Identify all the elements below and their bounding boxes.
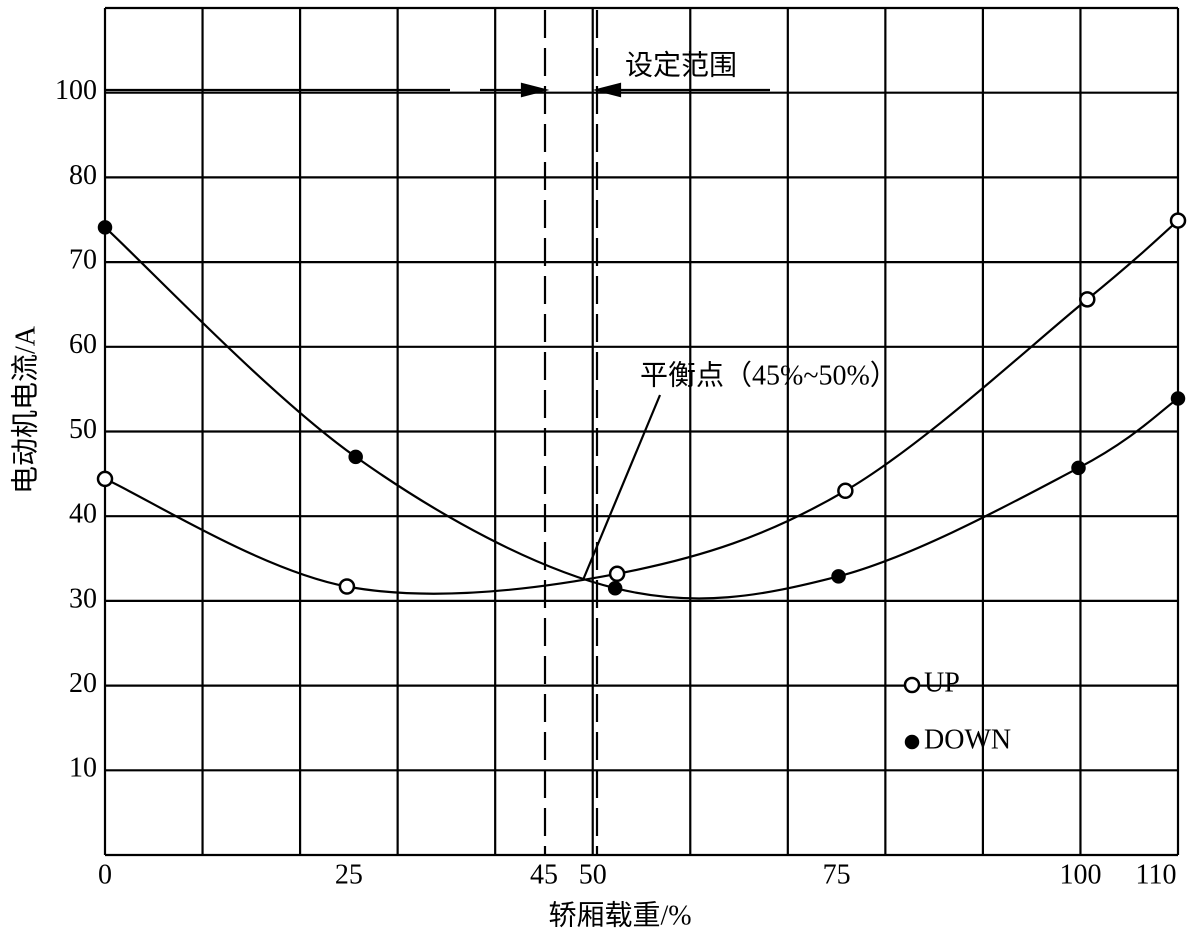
y-axis-label: 电动机电流/A [9, 325, 41, 494]
y-tick-label: 30 [69, 583, 97, 614]
y-tick-label: 50 [69, 414, 97, 445]
y-tick-label: 10 [69, 753, 97, 784]
y-tick-label: 20 [69, 668, 97, 699]
legend-label: DOWN [924, 724, 1011, 755]
data-point [1170, 391, 1186, 406]
x-axis-label: 轿厢载重/% [548, 899, 691, 931]
annotation: 设定范围 [625, 49, 737, 81]
data-point [338, 578, 356, 595]
y-tick-label: 40 [69, 499, 97, 530]
data-point [1169, 212, 1187, 229]
data-point [607, 580, 623, 596]
data-point [96, 470, 114, 488]
series-line [104, 219, 1179, 595]
y-tick-label: 80 [69, 160, 97, 191]
data-point [97, 220, 113, 235]
x-tick-label: 110 [1136, 859, 1177, 890]
annotation: 平衡点（45%~50%） [640, 359, 898, 391]
y-tick-label: 60 [69, 329, 97, 360]
x-tick-label: 45 [530, 859, 558, 890]
data-point [608, 565, 626, 583]
y-tick-label: 70 [69, 245, 97, 276]
x-tick-label: 75 [823, 859, 851, 890]
legend-marker [904, 734, 920, 750]
legend-label: UP [924, 667, 960, 698]
data-point [1071, 460, 1086, 476]
legend-marker [903, 676, 921, 694]
x-tick-label: 100 [1059, 859, 1101, 890]
data-point [348, 449, 363, 465]
x-tick-label: 50 [579, 859, 607, 890]
y-tick-label: 100 [55, 75, 97, 106]
data-point [831, 569, 846, 584]
x-tick-label: 0 [98, 859, 112, 890]
data-point [837, 482, 854, 500]
series-line [104, 226, 1179, 600]
data-point [1079, 291, 1096, 308]
x-tick-label: 25 [335, 859, 363, 890]
